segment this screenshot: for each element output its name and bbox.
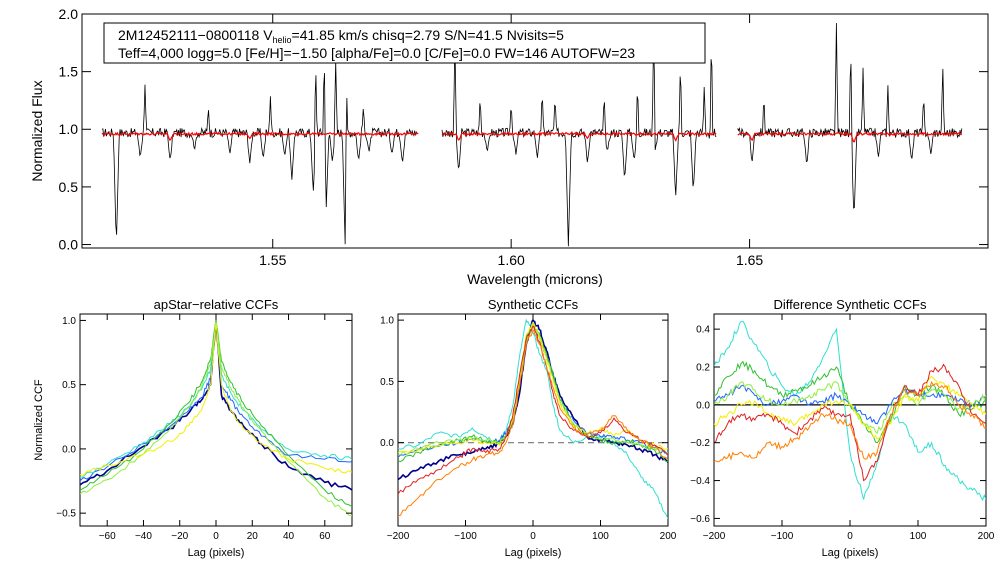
apstar-title: apStar−relative CCFs (154, 297, 279, 312)
apstar-xtick-label: 40 (283, 531, 295, 542)
spectrum-xtick-label: 1.60 (498, 252, 525, 268)
spectrum-panel: 1.55 1.60 1.65 0.0 0.5 1.0 1.5 2.0 Wavelength (… (29, 6, 989, 287)
apstar-xlabel: Lag (pixels) (188, 547, 245, 559)
apstar-xtick-label: 20 (247, 531, 259, 542)
difference-ytick-label: 0.2 (696, 363, 710, 374)
info-line-1: 2M12452111−0800118 Vhelio=41.85 km/s chi… (118, 27, 564, 45)
spectrum-ytick-label: 0.5 (59, 179, 79, 195)
difference-series-red (714, 363, 986, 482)
info-line-2: Teff=4,000 logg=5.0 [Fe/H]=−1.50 [alpha/… (118, 45, 635, 61)
difference-ytick-label: −0.4 (690, 476, 710, 487)
synthetic-xtick-label: −200 (387, 531, 410, 542)
difference-series-lightgreen (714, 381, 986, 435)
difference-ytick-label: 0.0 (696, 400, 710, 411)
synthetic-series-red (398, 325, 668, 495)
spectrum-ytick-label: 2.0 (59, 6, 79, 22)
synthetic-series-blue (398, 321, 668, 458)
apstar-ytick-label: 0.0 (62, 444, 76, 455)
spectrum-ytick-label: 0.0 (59, 236, 79, 252)
apstar-series-lightgreen (80, 320, 352, 517)
difference-series-cyan (714, 320, 986, 502)
spectrum-model-segment-1 (101, 131, 419, 142)
difference-xtick-label: −100 (771, 531, 794, 542)
difference-ytick-label: 0.4 (696, 325, 710, 336)
synthetic-xtick-label: 0 (530, 531, 536, 542)
spectrum-xlabel: Wavelength (microns) (467, 271, 603, 287)
apstar-xtick-label: −20 (171, 531, 188, 542)
synthetic-frame (397, 313, 669, 527)
apstar-xtick-label: 0 (213, 531, 219, 542)
synthetic-series-yellow (398, 321, 668, 453)
apstar-xtick-label: −40 (135, 531, 152, 542)
synthetic-ytick-label: 1.0 (380, 316, 394, 327)
difference-xtick-label: 0 (847, 531, 853, 542)
synthetic-axes: −200 −100 0 100 200 0.0 0.5 1.0 (380, 314, 677, 542)
synthetic-marks (398, 318, 668, 519)
apstar-series-blue (80, 320, 352, 482)
spectrum-model-segment-3 (737, 131, 963, 143)
spectrum-ylabel: Normalized Flux (29, 80, 45, 181)
synthetic-series-orange (398, 329, 668, 517)
spectrum-axes: 1.55 1.60 1.65 0.0 0.5 1.0 1.5 2.0 (59, 6, 988, 268)
apstar-ylabel: Normalized CCF (33, 379, 45, 461)
info-box: 2M12452111−0800118 Vhelio=41.85 km/s chi… (103, 22, 706, 64)
info-helio-subscript: helio (273, 35, 292, 45)
difference-title: Difference Synthetic CCFs (774, 297, 927, 312)
synthetic-series-cyan (398, 318, 668, 519)
difference-series-orange (714, 380, 986, 463)
apstar-axes: −60 −40 −20 0 20 40 60 −0.5 0.0 0.5 1.0 (56, 314, 352, 542)
synthetic-xlabel: Lag (pixels) (505, 547, 562, 559)
apstar-ytick-label: 1.0 (62, 316, 76, 327)
info-star-id: 2M12452111−0800118 V (118, 27, 273, 43)
synthetic-series-green (398, 322, 668, 463)
apstar-ytick-label: −0.5 (56, 509, 76, 520)
apstar-series-yellow (80, 322, 352, 477)
spectrum-xtick-label: 1.55 (259, 252, 286, 268)
spectrum-observed-segment-2 (441, 38, 717, 247)
difference-xtick-label: 100 (910, 531, 927, 542)
difference-ccf-panel: Difference Synthetic CCFs −200 −100 0 100 20… (690, 297, 995, 559)
difference-ytick-label: −0.2 (690, 438, 710, 449)
difference-series-yellow (714, 375, 986, 440)
synthetic-ccf-panel: Synthetic CCFs −200 −100 0 100 2000.00.51.0 … (380, 297, 677, 559)
difference-ytick-label: −0.6 (690, 514, 710, 525)
difference-xlabel: Lag (pixels) (822, 547, 879, 559)
apstar-frame (79, 313, 353, 527)
apstar-xtick-label: −60 (99, 531, 116, 542)
synthetic-title: Synthetic CCFs (488, 297, 579, 312)
apstar-xtick-label: 60 (319, 531, 331, 542)
spectrum-model-segment-2 (441, 131, 717, 142)
difference-axes: −200 −100 0 100 200 −0.6 −0.4 −0.2 0.0 0.2 0.4 (690, 314, 995, 542)
synthetic-series-lightgreen (398, 323, 668, 456)
apstar-marks (80, 320, 352, 517)
synthetic-ytick-label: 0.0 (380, 438, 394, 449)
synthetic-xtick-label: −100 (454, 531, 477, 542)
apstar-ytick-label: 0.5 (62, 380, 76, 391)
spectrum-observed-segment-1 (101, 61, 419, 245)
difference-xtick-label: −200 (703, 531, 726, 542)
spectrum-ytick-label: 1.5 (59, 64, 79, 80)
spectrum-marks (101, 22, 963, 247)
synthetic-xtick-label: 200 (660, 531, 677, 542)
difference-xtick-label: 200 (978, 531, 995, 542)
apstar-series-green (80, 320, 352, 508)
spectrum-xtick-label: 1.65 (736, 252, 763, 268)
info-box-frame (103, 22, 706, 64)
apstar-ccf-panel: apStar−relative CCFs −60 −40 −20 0 20 40 60 −0.… (33, 297, 353, 559)
apstar-series-cyan (80, 320, 352, 478)
spectrum-frame (81, 13, 989, 249)
synthetic-ytick-label: 0.5 (380, 377, 394, 388)
synthetic-series-navy (398, 318, 668, 481)
synthetic-xtick-label: 100 (592, 531, 609, 542)
info-line-1-values: =41.85 km/s chisq=2.79 S/N=41.5 Nvisits=… (292, 27, 565, 43)
spectrum-ytick-label: 1.0 (59, 121, 79, 137)
difference-marks (714, 320, 986, 502)
spectrum-observed-segment-3 (737, 22, 963, 209)
